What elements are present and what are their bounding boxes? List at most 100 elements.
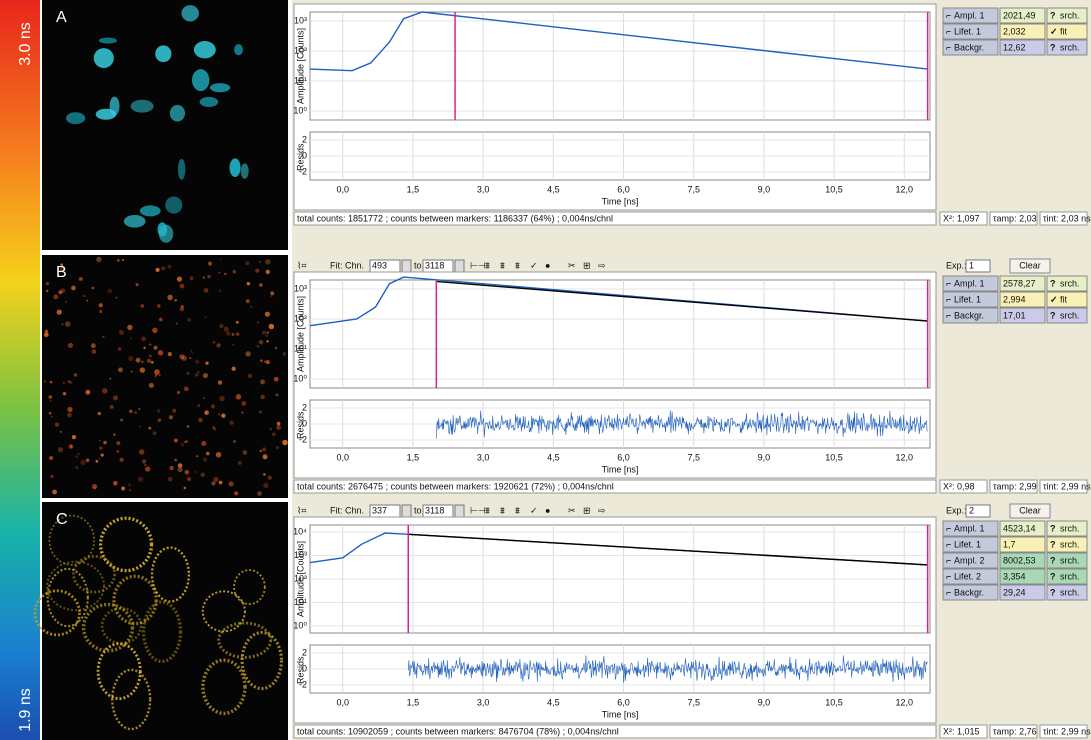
spinner[interactable]: [401, 259, 412, 273]
cell-speck: [139, 367, 146, 373]
cell-speck: [112, 395, 118, 401]
x-tick-label: 0,0: [336, 184, 349, 194]
x-tick-label: 12,0: [895, 452, 913, 462]
cell-speck: [129, 409, 133, 414]
param-value-cell[interactable]: [999, 307, 1046, 324]
param-status-cell[interactable]: [1046, 520, 1088, 537]
cell-speck: [237, 461, 242, 465]
status-bar: [293, 724, 937, 739]
param-status: srch.: [1060, 523, 1080, 533]
cell-speck: [207, 274, 211, 279]
cell-blob: [199, 96, 219, 107]
cell-speck: [263, 473, 266, 476]
cell-speck: [67, 406, 73, 413]
param-value-cell[interactable]: [999, 291, 1046, 308]
param-status-cell[interactable]: [1046, 7, 1088, 24]
param-icon: ⌐: [946, 294, 951, 304]
param-status: srch.: [1060, 539, 1080, 549]
param-status-cell[interactable]: [1046, 584, 1088, 601]
param-status: srch.: [1060, 310, 1080, 320]
toolbar-button[interactable]: ⩩: [500, 505, 505, 515]
exp-box[interactable]: [965, 504, 991, 518]
cell-speck: [190, 349, 193, 352]
clear-label[interactable]: Clear: [1019, 260, 1041, 270]
toolbar-button[interactable]: ✓: [530, 505, 538, 515]
toolbar-button[interactable]: ⩩: [515, 260, 520, 270]
x-tick-label: 1,5: [407, 697, 420, 707]
param-status-cell[interactable]: [1046, 291, 1088, 308]
toolbar-button[interactable]: ●: [545, 260, 550, 270]
param-status-cell[interactable]: [1046, 568, 1088, 585]
cell-speck: [86, 299, 89, 302]
param-value-cell[interactable]: [999, 39, 1046, 56]
param-value-cell[interactable]: [999, 275, 1046, 292]
param-value-cell[interactable]: [999, 552, 1046, 569]
param-status-cell[interactable]: [1046, 307, 1088, 324]
clear-button[interactable]: [1009, 258, 1051, 274]
param-value-cell[interactable]: [999, 520, 1046, 537]
param-status-cell[interactable]: [1046, 275, 1088, 292]
cell-speck: [128, 356, 134, 362]
cell-speck: [148, 354, 152, 358]
cell-speck: [213, 428, 217, 431]
stat-box: [989, 211, 1038, 226]
param-status-cell[interactable]: [1046, 23, 1088, 40]
param-status-cell[interactable]: [1046, 536, 1088, 553]
param-status-icon: ✓: [1050, 26, 1058, 36]
toolbar-button[interactable]: ✓: [530, 260, 538, 270]
toolbar-button[interactable]: ⊢⊣: [470, 505, 486, 515]
toolbar-button[interactable]: ✂: [568, 260, 576, 270]
cell-speck: [137, 476, 144, 483]
cell-speck: [270, 295, 273, 297]
cell-speck: [150, 360, 154, 364]
resid-tick-label: 2: [302, 647, 307, 657]
cell-speck: [205, 361, 209, 365]
spinner[interactable]: [454, 259, 465, 273]
cell-blob: [234, 44, 243, 56]
cell-speck: [276, 425, 282, 431]
toolbar-button[interactable]: ⊞: [583, 505, 591, 515]
cell-speck: [50, 415, 53, 418]
toolbar-button[interactable]: ⊞: [583, 260, 591, 270]
param-value-cell[interactable]: [999, 584, 1046, 601]
x-tick-label: 10,5: [825, 697, 843, 707]
toolbar-button[interactable]: ⩩: [485, 260, 490, 270]
toolbar-button[interactable]: ⩩: [515, 505, 520, 515]
toolbar-button[interactable]: ⩩: [485, 505, 490, 515]
param-status: srch.: [1060, 555, 1080, 565]
cell-speck: [61, 323, 64, 326]
cell-speck: [234, 491, 239, 496]
param-value-cell[interactable]: [999, 7, 1046, 24]
toolbar-button[interactable]: ⇨: [598, 505, 606, 515]
param-value-cell[interactable]: [999, 568, 1046, 585]
cell-speck: [45, 289, 49, 293]
cell-speck: [68, 380, 70, 383]
spinner[interactable]: [401, 504, 412, 518]
cell-speck: [229, 420, 234, 426]
toolbar-button[interactable]: ●: [545, 505, 550, 515]
cell-speck: [154, 374, 158, 377]
cell-speck: [196, 455, 199, 458]
x-axis-label: Time [ns]: [602, 464, 639, 474]
spinner[interactable]: [454, 504, 465, 518]
panel-label: C: [56, 511, 68, 528]
param-status-cell[interactable]: [1046, 552, 1088, 569]
toolbar-button[interactable]: ⩩: [500, 260, 505, 270]
x-axis-label: Time [ns]: [602, 709, 639, 719]
clear-button[interactable]: [1009, 503, 1051, 519]
clear-label[interactable]: Clear: [1019, 505, 1041, 515]
cell-speck: [264, 311, 271, 317]
toolbar-button[interactable]: ⇨: [598, 260, 606, 270]
toolbar-button[interactable]: ✂: [568, 505, 576, 515]
exp-box[interactable]: [965, 259, 991, 273]
param-value-cell[interactable]: [999, 23, 1046, 40]
param-status-cell[interactable]: [1046, 39, 1088, 56]
param-name-cell: [942, 307, 999, 324]
toolbar-button[interactable]: ⊢⊣: [470, 260, 486, 270]
param-value-cell[interactable]: [999, 536, 1046, 553]
cell-ring: [96, 642, 142, 701]
cell-speck: [138, 449, 145, 455]
panel-label: B: [56, 264, 67, 281]
param-name: Lifet. 1: [954, 26, 981, 36]
x-tick-label: 12,0: [895, 184, 913, 194]
